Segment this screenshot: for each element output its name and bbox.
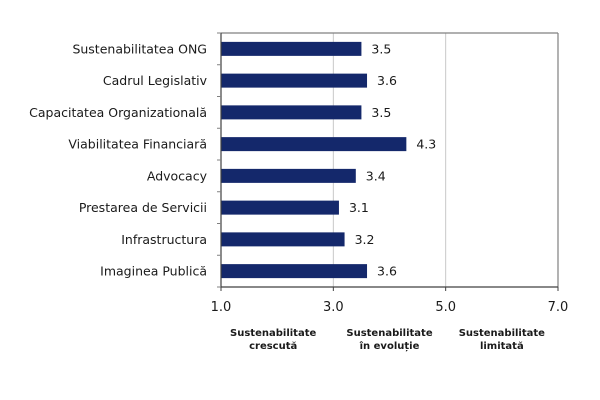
value-label: 3.5 [371,105,391,120]
bar [221,232,345,247]
category-label: Cadrul Legislativ [103,73,208,88]
x-tick-label: 7.0 [548,300,569,315]
x-tick-labels: 1.0 3.0 5.0 7.0 [211,300,569,315]
zone-label-line1: Sustenabilitate [230,328,316,339]
category-labels: Sustenabilitatea ONG Cadrul Legislativ Cap… [29,41,207,278]
bar [221,105,362,120]
x-tick-label: 3.0 [323,300,344,315]
bars [221,41,407,279]
zone-labels: SustenabilitatecrescutăSustenabilitateîn… [230,328,545,352]
bar [221,200,339,215]
bar [221,137,407,152]
x-tick-label: 1.0 [211,300,232,315]
value-label: 3.6 [377,73,397,88]
zone-label-line2: crescută [249,341,297,352]
category-label: Advocacy [147,168,208,183]
value-label: 3.6 [377,264,397,279]
category-label: Prestarea de Servicii [79,200,207,215]
value-label: 3.4 [366,168,386,183]
value-labels: 3.5 3.6 3.5 4.3 3.4 3.1 3.2 3.6 [349,41,436,278]
zone-label-line1: Sustenabilitate [459,328,545,339]
category-label: Capacitatea Organizatională [29,105,207,120]
zone-label-line1: Sustenabilitate [346,328,432,339]
axes [217,32,559,291]
category-label: Viabilitatea Financiară [68,137,207,152]
zone-label-line2: limitată [480,341,524,352]
category-label: Imaginea Publică [100,264,207,279]
value-label: 3.2 [355,232,375,247]
bar [221,264,368,279]
bar [221,73,368,88]
bar [221,41,362,56]
x-tick-label: 5.0 [435,300,456,315]
value-label: 4.3 [416,137,436,152]
value-label: 3.1 [349,200,369,215]
bar [221,168,356,183]
value-label: 3.5 [371,41,391,56]
zone-label-line2: în evoluție [359,340,420,352]
gridlines [332,33,447,287]
category-label: Sustenabilitatea ONG [72,41,207,56]
category-label: Infrastructura [121,232,207,247]
